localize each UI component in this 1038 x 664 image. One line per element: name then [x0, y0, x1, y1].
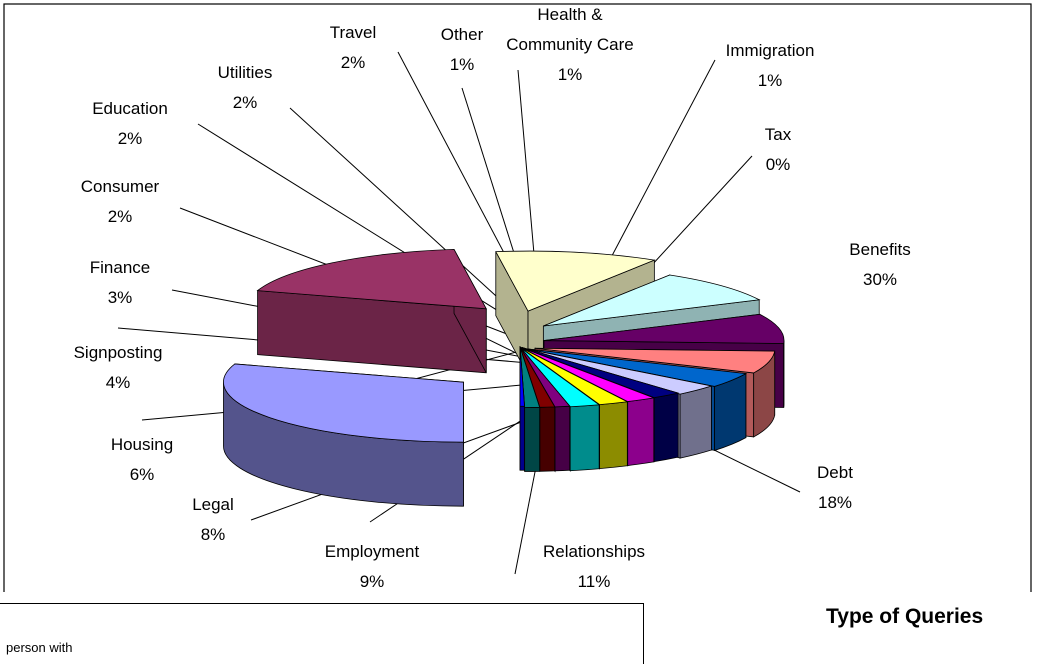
slice-pct-travel: 2% — [341, 53, 366, 72]
slice-label-housing: Housing — [111, 435, 173, 454]
pie-slices — [223, 248, 785, 507]
slice-label-health-and-community-care: Community Care — [506, 35, 634, 54]
slice-label-consumer: Consumer — [81, 177, 160, 196]
secondary-panel: person with — [0, 603, 644, 664]
slice-label-education: Education — [92, 99, 168, 118]
slice-pct-consumer: 2% — [108, 207, 133, 226]
slice-pct-legal: 8% — [201, 525, 226, 544]
slice-pct-utilities: 2% — [233, 93, 258, 112]
slice-label-employment: Employment — [325, 542, 420, 561]
slice-pct-employment: 9% — [360, 572, 385, 591]
pie-slice-tax — [519, 346, 525, 471]
panel-fragment-text: person with — [6, 640, 73, 655]
slice-label-health-and-community-care: Health & — [537, 5, 603, 24]
slice-pct-health-and-community-care: 1% — [558, 65, 583, 84]
slice-label-other: Other — [441, 25, 484, 44]
slice-label-immigration: Immigration — [726, 41, 815, 60]
slice-label-signposting: Signposting — [74, 343, 163, 362]
pie-slice-debt — [256, 248, 487, 374]
chart-frame: Benefits 30% Debt 18% Relationships 11% Employ… — [3, 3, 1032, 592]
slice-pct-education: 2% — [118, 129, 143, 148]
slice-pct-housing: 6% — [130, 465, 155, 484]
section-heading: Type of Queries — [826, 605, 984, 628]
slice-label-benefits: Benefits — [849, 240, 910, 259]
slice-pct-finance: 3% — [108, 288, 133, 307]
slice-label-finance: Finance — [90, 258, 150, 277]
slice-pct-tax: 0% — [766, 155, 791, 174]
slice-pct-debt: 18% — [818, 493, 852, 512]
slice-label-utilities: Utilities — [218, 63, 273, 82]
slice-pct-signposting: 4% — [106, 373, 131, 392]
slice-label-debt: Debt — [817, 463, 853, 482]
slice-label-travel: Travel — [330, 23, 377, 42]
slice-pct-immigration: 1% — [758, 71, 783, 90]
slice-label-legal: Legal — [192, 495, 234, 514]
pie-slice-benefits — [223, 363, 464, 507]
slice-pct-benefits: 30% — [863, 270, 897, 289]
slice-pct-other: 1% — [450, 55, 475, 74]
slice-label-relationships: Relationships — [543, 542, 645, 561]
slice-labels: Benefits 30% Debt 18% Relationships 11% Employ… — [74, 5, 911, 591]
slice-label-tax: Tax — [765, 125, 792, 144]
pie-chart: Benefits 30% Debt 18% Relationships 11% Employ… — [3, 3, 1032, 592]
slice-pct-relationships: 11% — [578, 572, 611, 591]
